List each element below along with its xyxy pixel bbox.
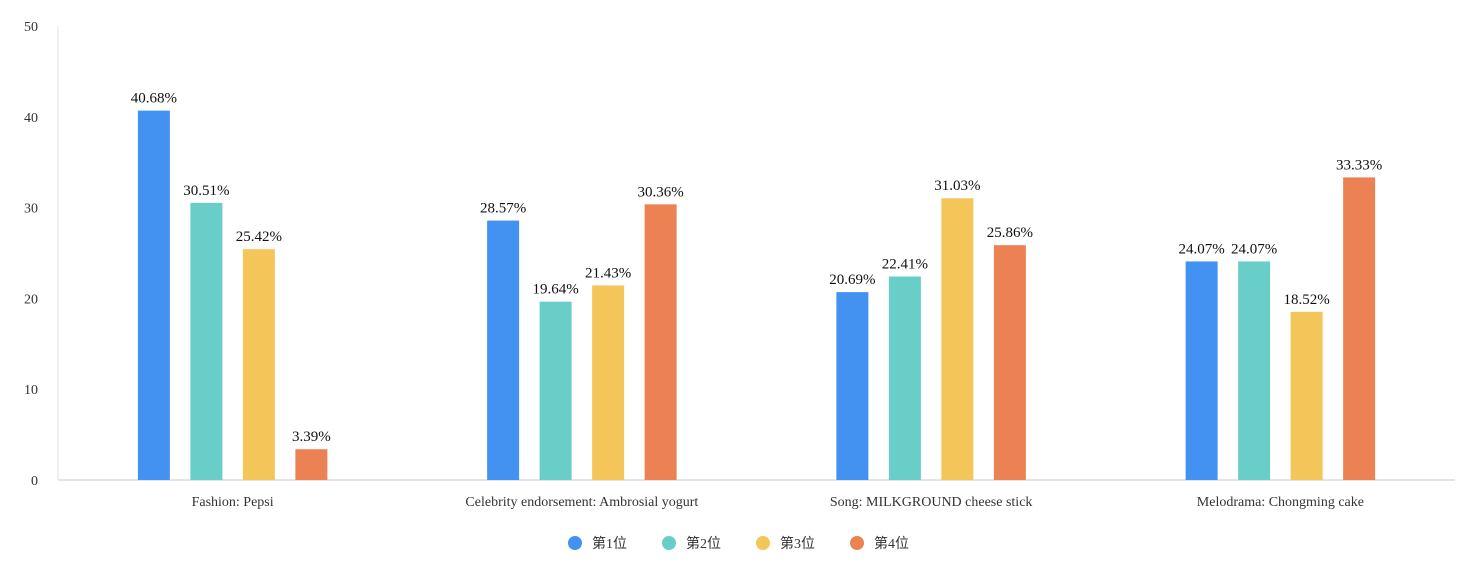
bars [137,110,1376,481]
legend-label: 第3位 [780,535,815,552]
legend-marker [568,536,582,550]
x-tick-label: Fashion: Pepsi [192,495,274,510]
legend-label: 第4位 [874,535,909,552]
bar [888,276,921,480]
bar [993,245,1026,480]
data-label: 18.52% [1284,292,1330,308]
data-label: 20.69% [829,272,875,288]
legend-label: 第2位 [686,535,721,552]
bar [1238,261,1271,480]
legend: 第1位 第2位 第3位 第4位 [568,535,909,552]
data-label: 24.07% [1231,241,1277,257]
bar [1343,177,1376,481]
data-label: 30.51% [183,183,229,199]
data-label: 40.68% [131,91,177,107]
data-label: 25.86% [987,225,1033,241]
x-tick-label: Song: MILKGROUND cheese stick [830,495,1033,510]
data-label: 30.36% [638,184,684,200]
y-tick-labels: 0 10 20 30 40 50 [24,20,38,489]
data-label: 21.43% [585,265,631,281]
y-tick-label: 10 [24,383,38,398]
y-tick-label: 30 [24,202,38,217]
bar [242,249,275,480]
y-tick-label: 50 [24,20,38,35]
bar [190,202,223,481]
x-tick-label: Melodrama: Chongming cake [1197,495,1364,510]
bar [295,449,328,480]
legend-marker [756,536,770,550]
bar [539,301,572,480]
data-label: 25.42% [236,229,282,245]
legend-marker [662,536,676,550]
data-label: 31.03% [934,178,980,194]
bar [487,220,520,480]
bar [592,285,625,480]
data-label: 3.39% [292,429,331,445]
data-label: 19.64% [533,282,579,298]
y-tick-label: 20 [24,292,38,307]
bar [1290,311,1323,480]
x-tick-label: Celebrity endorsement: Ambrosial yogurt [465,495,698,510]
legend-marker [850,536,864,550]
y-tick-label: 0 [31,474,38,489]
bar [644,204,677,480]
bar [137,110,170,480]
x-tick-labels: Fashion: Pepsi Celebrity endorsement: Amb… [192,495,1364,510]
data-label: 24.07% [1179,241,1225,257]
data-labels: 40.68% 30.51% 25.42% 3.39% 28.57% 19.64% 21.43… [131,91,1383,446]
bar [1185,261,1218,480]
data-label: 28.57% [480,201,526,217]
data-label: 22.41% [882,257,928,273]
bar [836,292,869,480]
bar [941,198,974,480]
legend-label: 第1位 [592,535,627,552]
y-tick-label: 40 [24,111,38,126]
data-label: 33.33% [1336,157,1382,173]
